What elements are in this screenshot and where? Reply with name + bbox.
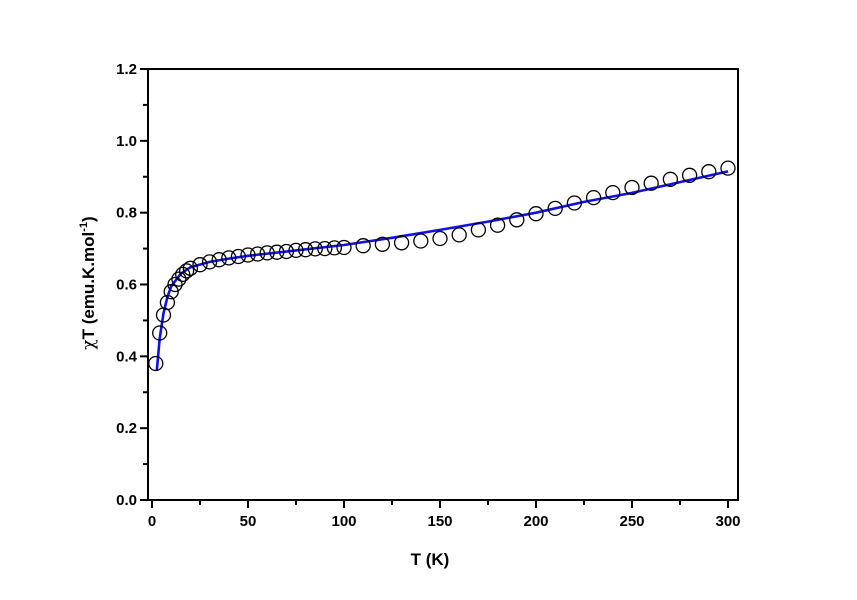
data-point	[148, 355, 164, 372]
data-point	[297, 242, 314, 258]
data-point	[393, 235, 410, 251]
data-point	[159, 294, 176, 311]
x-tick-label: 300	[715, 513, 740, 530]
data-point	[178, 263, 195, 279]
data-point	[605, 184, 621, 201]
y-axis-label-text: T (emu.K.mol	[79, 232, 98, 340]
data-point	[269, 244, 285, 260]
y-tick-label: 1.0	[116, 133, 137, 150]
y-axis-label-symbol: χ	[79, 339, 99, 349]
data-point	[249, 246, 266, 262]
y-axis-label: χT (emu.K.mol-1)	[78, 216, 99, 349]
data-point	[152, 325, 168, 341]
data-point	[720, 160, 736, 176]
data-point	[566, 195, 583, 211]
y-tick-label: 0.6	[116, 277, 137, 294]
y-tick-label: 0.2	[116, 420, 137, 437]
data-point	[230, 248, 247, 265]
data-point	[175, 266, 191, 283]
x-tick-label: 100	[331, 513, 356, 530]
x-tick-label: 250	[619, 513, 644, 530]
data-point	[528, 206, 544, 222]
data-point	[470, 222, 487, 238]
y-tick-label: 0.4	[116, 348, 138, 365]
y-tick-label: 0.8	[116, 205, 137, 222]
data-point	[681, 167, 698, 183]
y-tick-label: 0.0	[116, 492, 137, 509]
y-tick-label: 1.2	[116, 61, 137, 78]
data-point	[167, 276, 183, 293]
data-point	[163, 284, 179, 300]
x-axis-ticks: 0 50 100 150 200 250 300	[148, 500, 741, 530]
data-point	[585, 189, 602, 206]
data-point	[211, 252, 227, 268]
data-point	[221, 250, 237, 266]
data-point	[171, 271, 187, 287]
x-tick-label: 150	[427, 513, 452, 530]
data-point	[288, 242, 304, 259]
data-point	[451, 227, 467, 243]
data-point	[413, 233, 429, 249]
data-point	[643, 175, 659, 191]
data-point	[432, 230, 448, 247]
data-point	[182, 260, 199, 276]
data-point	[259, 245, 275, 261]
data-point	[201, 254, 218, 270]
data-point	[336, 239, 352, 256]
data-points-series	[148, 160, 736, 372]
y-axis-label-close: )	[79, 216, 98, 222]
data-point	[662, 171, 679, 187]
data-point	[547, 200, 563, 217]
data-point	[374, 236, 391, 252]
data-point	[489, 217, 506, 233]
data-point	[278, 243, 295, 260]
data-point	[240, 247, 256, 263]
data-point	[509, 212, 525, 228]
y-axis-ticks: 0.0 0.2 0.4 0.6 0.8 1.0 1.2	[116, 61, 148, 509]
x-tick-label: 0	[148, 513, 156, 530]
data-point	[192, 257, 208, 273]
x-tick-label: 200	[523, 513, 548, 530]
x-axis-label: T (K)	[411, 550, 450, 569]
x-tick-label: 50	[240, 513, 257, 530]
data-point	[701, 164, 717, 180]
data-point	[317, 240, 333, 257]
data-point	[307, 241, 323, 257]
data-point	[624, 179, 640, 196]
data-point	[326, 240, 343, 256]
y-axis-label-superscript: -1	[78, 222, 90, 232]
data-point	[355, 238, 371, 254]
